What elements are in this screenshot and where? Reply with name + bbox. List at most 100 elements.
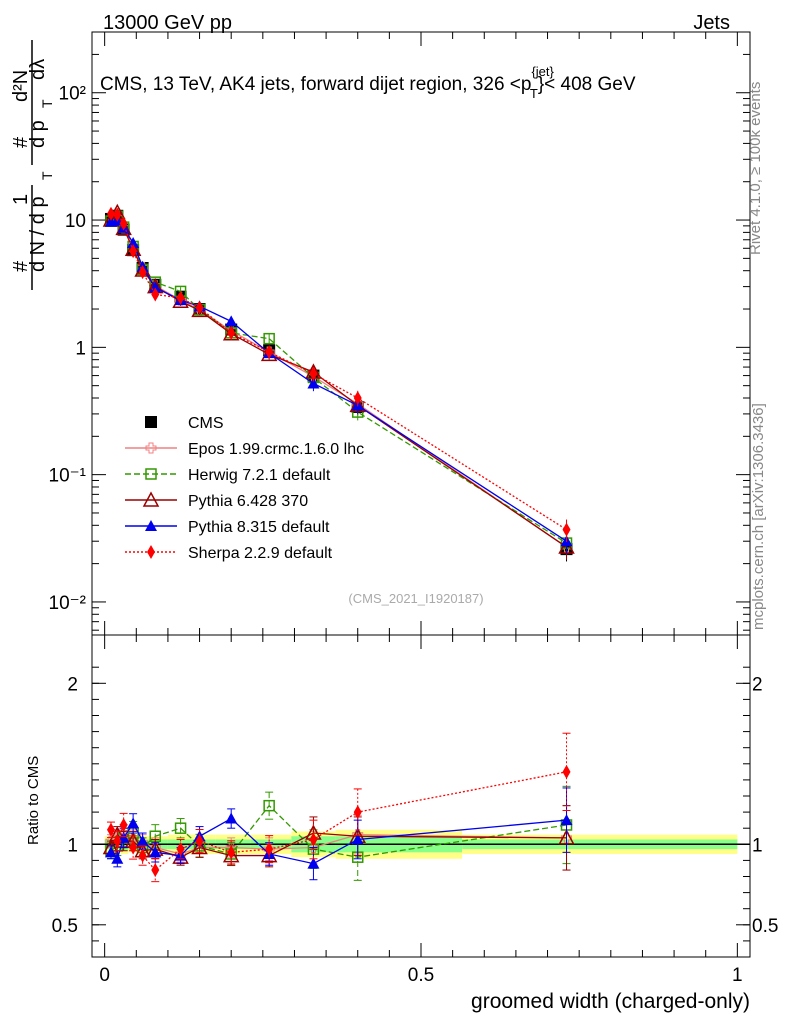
upper-ylabel: # 1 d N / d p T # d²N d p T dλ bbox=[10, 40, 55, 290]
ylabel-d2n: d²N bbox=[10, 70, 32, 102]
point-pythia8 bbox=[225, 315, 238, 327]
ratio-point-sherpa bbox=[106, 822, 115, 837]
point-sherpa bbox=[227, 325, 236, 340]
legend-label-herwig: Herwig 7.2.1 default bbox=[188, 467, 331, 484]
legend-label-pythia6: Pythia 6.428 370 bbox=[188, 493, 308, 510]
ratio-point-sherpa bbox=[119, 817, 128, 832]
legend-item-pythia6: Pythia 6.428 370 bbox=[125, 491, 308, 510]
ylabel-t2: T bbox=[39, 99, 55, 108]
plot-title: CMS, 13 TeV, AK4 jets, forward dijet reg… bbox=[100, 64, 636, 101]
lower-ytick-label: 1 bbox=[67, 835, 78, 856]
ratio-point-pythia8 bbox=[351, 833, 364, 845]
ratio-point-pythia8 bbox=[127, 817, 140, 829]
legend-item-epos: Epos 1.99.crmc.1.6.0 lhc bbox=[125, 441, 364, 458]
mcplots-label: mcplots.cern.ch [arXiv:1306.3436] bbox=[750, 403, 767, 630]
legend-label-sherpa: Sherpa 2.2.9 default bbox=[188, 545, 333, 562]
ratio-series-sherpa bbox=[106, 732, 571, 883]
ratio-point-sherpa bbox=[113, 834, 122, 849]
lower-ytick-label: 0.5 bbox=[52, 916, 78, 937]
point-pythia8 bbox=[127, 237, 140, 249]
legend-marker-cms bbox=[145, 416, 157, 428]
ylabel-dlambda: dλ bbox=[27, 59, 49, 80]
legend-marker-epos bbox=[145, 442, 157, 454]
ratio-point-sherpa bbox=[176, 842, 185, 857]
lower-ytick-label: 2 bbox=[67, 674, 78, 695]
xtick-label: 0 bbox=[99, 965, 110, 986]
point-sherpa bbox=[265, 344, 274, 359]
ratio-layer bbox=[102, 732, 575, 883]
line-sherpa bbox=[110, 213, 567, 531]
line-pythia8 bbox=[110, 219, 567, 542]
legend-marker-pythia8 bbox=[145, 520, 157, 531]
ylabel-dp: d p bbox=[27, 120, 49, 148]
ratio-point-sherpa bbox=[227, 845, 236, 860]
lower-ytick-label-right: 2 bbox=[752, 674, 763, 695]
ratio-point-sherpa bbox=[562, 764, 571, 779]
ylabel-dn: d N / d p bbox=[27, 196, 49, 272]
ratio-point-pythia8 bbox=[111, 852, 124, 864]
upper-ytick-label: 10⁻¹ bbox=[49, 466, 87, 487]
series-layer bbox=[102, 203, 575, 562]
lower-ytick-label-right: 1 bbox=[752, 835, 763, 856]
upper-ytick-label: 10⁻² bbox=[49, 593, 87, 614]
ratio-point-pythia8 bbox=[104, 846, 117, 858]
point-sherpa bbox=[129, 244, 138, 259]
ylabel-t1: T bbox=[39, 171, 55, 180]
point-sherpa bbox=[562, 522, 571, 537]
lower-frame bbox=[91, 634, 751, 958]
ratio-point-pythia8 bbox=[149, 846, 162, 858]
series-cms bbox=[104, 209, 573, 562]
ylabel-one: 1 bbox=[10, 194, 32, 205]
ratio-point-pythia6 bbox=[191, 838, 208, 855]
ratio-point-pythia8 bbox=[560, 814, 573, 826]
upper-ytick-label: 1 bbox=[75, 338, 86, 359]
legend-label-pythia8: Pythia 8.315 default bbox=[188, 519, 330, 536]
point-sherpa bbox=[113, 207, 122, 222]
legend-item-cms: CMS bbox=[145, 415, 224, 432]
xtick-label: 1 bbox=[732, 965, 743, 986]
legend-marker-pythia6 bbox=[142, 491, 160, 507]
point-pythia8 bbox=[307, 377, 320, 389]
xtick-label: 0.5 bbox=[408, 965, 434, 986]
analysis-watermark: (CMS_2021_I1920187) bbox=[348, 591, 483, 606]
xlabel: groomed width (charged-only) bbox=[471, 990, 750, 1013]
point-sherpa bbox=[195, 300, 204, 315]
upper-ytick-label: 10² bbox=[59, 84, 86, 105]
ylabel-hash-1: # bbox=[10, 260, 32, 272]
legend-label-cms: CMS bbox=[188, 415, 224, 432]
point-sherpa bbox=[106, 206, 115, 221]
ratio-point-pythia8 bbox=[136, 835, 149, 847]
ratio-point-herwig bbox=[263, 799, 275, 812]
ratio-point-herwig bbox=[174, 822, 187, 834]
lower-ytick-label-right: 0.5 bbox=[752, 916, 778, 937]
ratio-point-sherpa bbox=[353, 805, 362, 820]
axis-ticks: 10⁻² 10⁻¹ 1 10 10² 0.5 0.5 1 1 2 2 0 0.5 1 bbox=[49, 31, 778, 986]
legend-item-pythia8: Pythia 8.315 default bbox=[125, 519, 330, 536]
upper-ytick-label: 10 bbox=[65, 211, 86, 232]
rivet-label: Rivet 4.1.0, ≥ 100k events bbox=[747, 82, 764, 255]
point-herwig bbox=[263, 332, 275, 345]
point-sherpa bbox=[309, 366, 318, 381]
legend-label-epos: Epos 1.99.crmc.1.6.0 lhc bbox=[188, 441, 364, 458]
ratio-point-sherpa bbox=[195, 834, 204, 849]
ratio-point-sherpa bbox=[151, 863, 160, 878]
ratio-point-pythia8 bbox=[225, 812, 238, 824]
header-energy: 13000 GeV pp bbox=[103, 12, 232, 34]
legend: CMS Epos 1.99.crmc.1.6.0 lhc Herwig 7.2.1 … bbox=[125, 415, 364, 562]
ylabel-hash-2: # bbox=[10, 136, 32, 148]
series-pythia6 bbox=[102, 203, 575, 560]
point-sherpa bbox=[119, 216, 128, 231]
lower-ylabel: Ratio to CMS bbox=[25, 756, 42, 845]
series-epos bbox=[105, 208, 573, 560]
point-sherpa bbox=[151, 287, 160, 302]
legend-item-sherpa: Sherpa 2.2.9 default bbox=[125, 545, 333, 562]
ratio-point-sherpa bbox=[309, 832, 318, 847]
ratio-point-sherpa bbox=[265, 842, 274, 857]
legend-marker-sherpa bbox=[147, 545, 155, 559]
legend-item-herwig: Herwig 7.2.1 default bbox=[125, 467, 331, 484]
line-herwig bbox=[110, 215, 567, 544]
ratio-point-sherpa bbox=[129, 840, 138, 855]
point-sherpa bbox=[353, 391, 362, 406]
